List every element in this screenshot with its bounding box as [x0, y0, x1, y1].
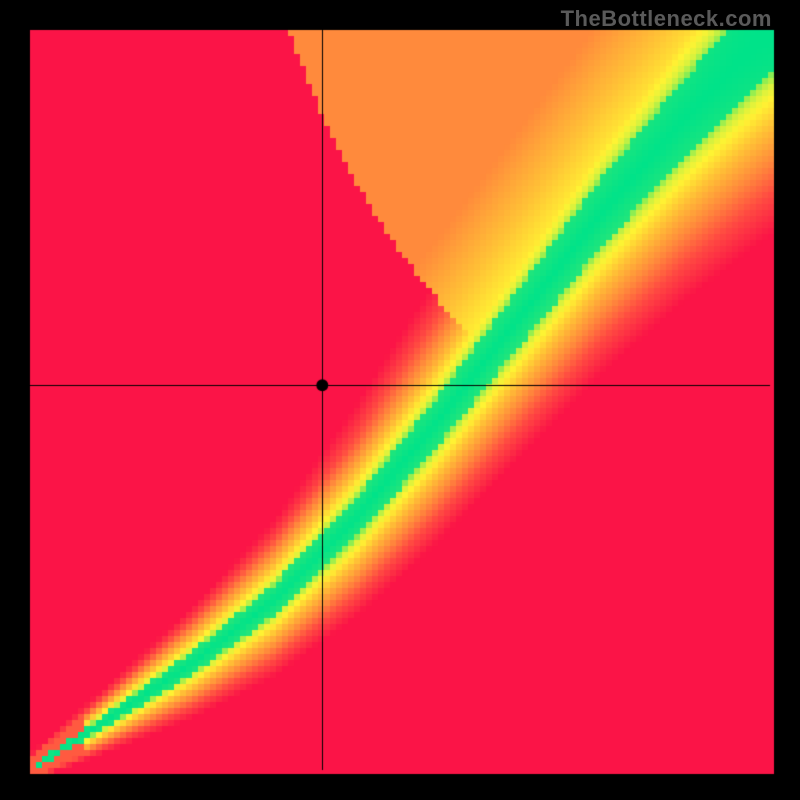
chart-container: TheBottleneck.com [0, 0, 800, 800]
watermark-text: TheBottleneck.com [561, 6, 772, 32]
bottleneck-heatmap-canvas [0, 0, 800, 800]
